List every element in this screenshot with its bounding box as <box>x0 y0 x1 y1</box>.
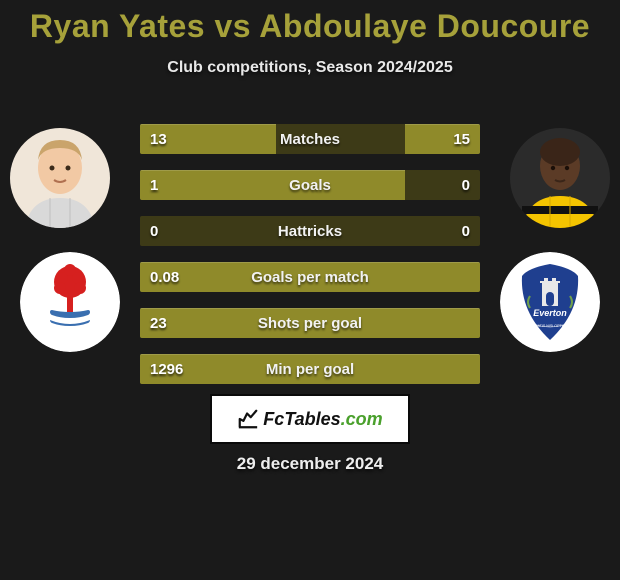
brand-domain: .com <box>341 409 383 429</box>
player1-name: Ryan Yates <box>30 8 205 44</box>
stats-bars: Matches1315 Goals10 Hattricks00 Goals per m… <box>140 124 480 400</box>
stat-bar-left <box>140 262 480 292</box>
stat-row: Min per goal1296 <box>140 354 480 384</box>
stat-row: Goals per match0.08 <box>140 262 480 292</box>
stat-bar-left <box>140 170 405 200</box>
player2-avatar <box>510 128 610 228</box>
vs-label: vs <box>214 8 251 44</box>
stat-bar-left <box>140 124 276 154</box>
stat-bar-left <box>140 354 480 384</box>
stat-bar-right <box>405 124 480 154</box>
stat-row: Goals10 <box>140 170 480 200</box>
player1-avatar <box>10 128 110 228</box>
player2-name: Abdoulaye Doucoure <box>259 8 590 44</box>
brand-text: FcTables.com <box>263 409 382 430</box>
stat-row: Shots per goal23 <box>140 308 480 338</box>
stat-row: Matches1315 <box>140 124 480 154</box>
player2-club-crest: Everton NIL SATIS NISI OPTIMUM <box>500 252 600 352</box>
brand-suffix: Tables <box>284 409 340 429</box>
player1-club-crest <box>20 252 120 352</box>
crest-motto: NIL SATIS NISI OPTIMUM <box>529 324 572 328</box>
brand-logo-icon <box>237 408 259 430</box>
date-label: 29 december 2024 <box>0 454 620 474</box>
subtitle: Club competitions, Season 2024/2025 <box>0 59 620 77</box>
stat-row: Hattricks00 <box>140 216 480 246</box>
crest-text: Everton <box>533 308 567 318</box>
brand-box: FcTables.com <box>210 394 410 444</box>
stat-bar-left <box>140 308 480 338</box>
comparison-title: Ryan Yates vs Abdoulaye Doucoure <box>0 0 620 45</box>
brand-prefix: Fc <box>263 409 284 429</box>
